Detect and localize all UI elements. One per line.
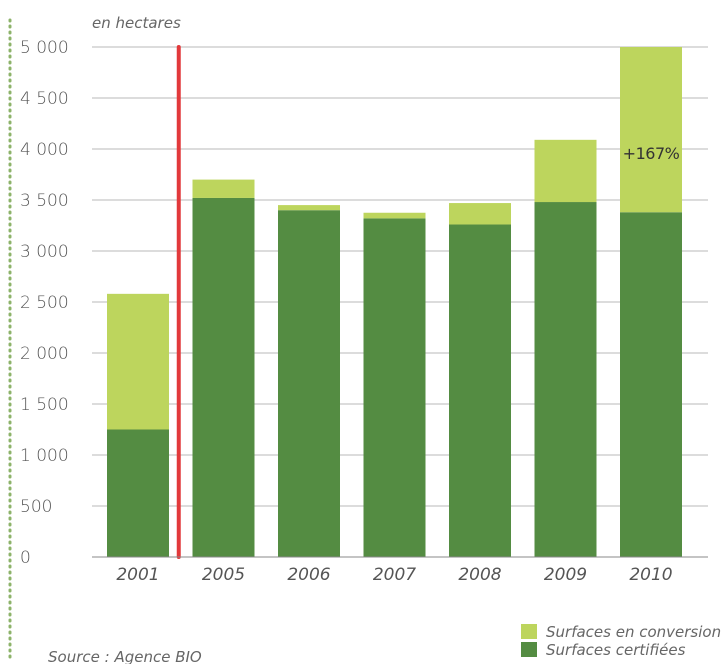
y-tick-label: 4 000 [20, 140, 69, 160]
y-tick-label: 4 500 [20, 89, 69, 109]
legend-label: Surfaces certifiées [546, 641, 686, 659]
y-tick-label: 3 000 [20, 242, 69, 262]
y-tick-label: 500 [20, 497, 52, 517]
bar-certified [449, 224, 511, 558]
x-tick-label: 2005 [202, 565, 245, 585]
y-tick-label: 0 [20, 548, 31, 568]
bar-certified [620, 212, 682, 558]
bar-conversion [449, 203, 511, 225]
legend-swatch [521, 624, 537, 639]
x-tick-label: 2007 [373, 565, 416, 585]
bar-conversion [620, 47, 682, 213]
legend-swatch [521, 642, 537, 657]
y-tick-label: 3 500 [20, 191, 69, 211]
annotation: +167% [623, 144, 680, 163]
bar-certified [363, 218, 426, 558]
labels: 2001 2005 2006 2007 2008 2009 2010 +167% [116, 144, 680, 585]
y-tick-label: 5 000 [20, 38, 69, 58]
y-tick-label: 1 500 [20, 395, 69, 415]
source-note: Source : Agence BIO [48, 648, 202, 664]
x-tick-label: 2001 [116, 565, 159, 585]
x-tick-label: 2010 [629, 565, 672, 585]
x-tick-label: 2006 [287, 565, 330, 585]
bar-conversion [278, 205, 340, 211]
bars [107, 45, 682, 559]
unit-label: en hectares [92, 14, 181, 32]
y-tick-label: 1 000 [20, 446, 69, 466]
bar-conversion [363, 212, 426, 219]
bar-certified [192, 197, 255, 557]
bar-conversion [107, 293, 169, 430]
y-tick-label: 2 500 [20, 293, 69, 313]
x-tick-label: 2008 [458, 565, 501, 585]
x-tick-label: 2009 [544, 565, 587, 585]
legend-label: Surfaces en conversion [546, 623, 721, 641]
bar-certified [534, 202, 597, 558]
bar-certified [278, 210, 340, 557]
bar-certified [107, 429, 169, 557]
bar-conversion [192, 179, 255, 198]
axes: 0 500 1 000 1 500 2 000 2 500 3 000 3 500 4 000 4… [20, 38, 708, 568]
y-tick-label: 2 000 [20, 344, 69, 364]
bar-conversion [534, 139, 597, 203]
